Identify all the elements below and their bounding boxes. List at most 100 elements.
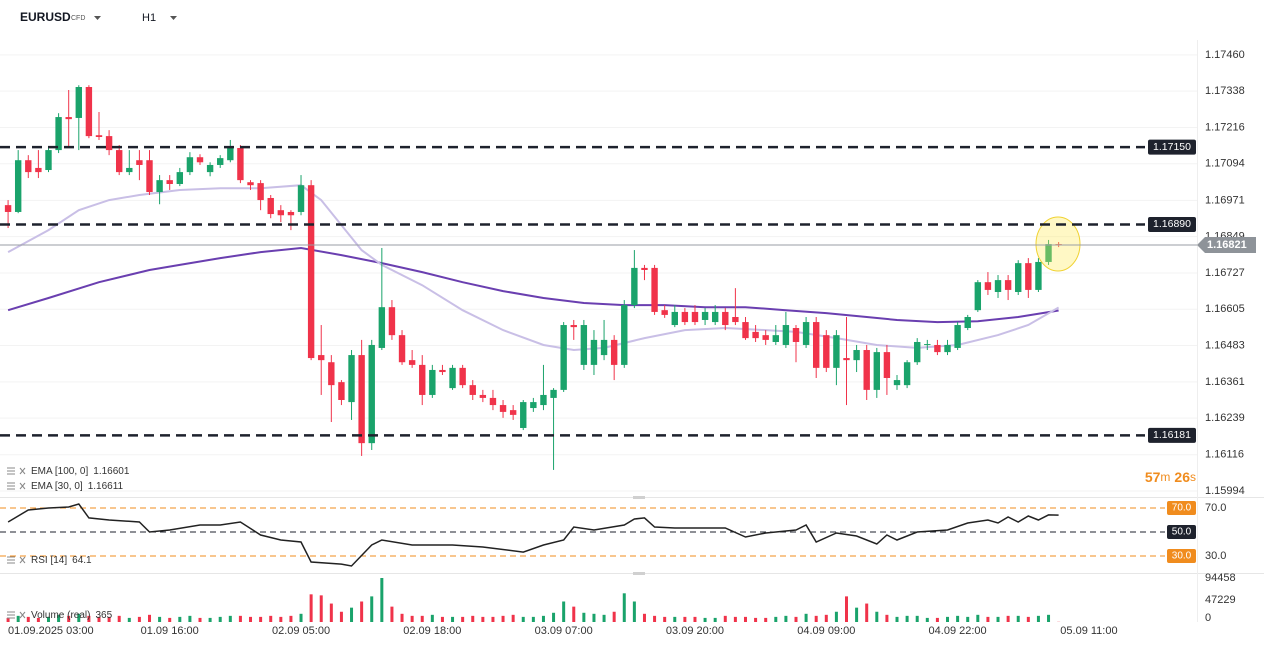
volume-bar	[784, 615, 788, 622]
volume-bar	[471, 615, 475, 622]
current-price-box	[1197, 236, 1256, 253]
volume-bar	[279, 616, 283, 622]
volume-bar	[188, 615, 192, 622]
symbol-type: CFD	[71, 15, 85, 22]
legend-icon	[7, 482, 15, 490]
volume-bar	[198, 617, 202, 622]
candle-body	[934, 344, 941, 353]
candle-body	[610, 339, 618, 365]
y-tick-label: 1.16605	[1205, 303, 1245, 315]
volume-bar	[703, 617, 707, 622]
volume-bar	[531, 616, 535, 622]
volume-bar	[501, 615, 505, 622]
volume-bar	[67, 615, 71, 622]
volume-bar	[956, 615, 960, 622]
candle-body	[903, 362, 911, 386]
candle-body	[176, 172, 184, 185]
candle-body	[419, 364, 426, 395]
candle-body	[1025, 263, 1032, 290]
level-label-box	[1148, 216, 1196, 232]
volume-bar	[572, 606, 576, 622]
candle-body	[1045, 244, 1052, 262]
volume-bar	[97, 616, 101, 622]
pane-handle[interactable]	[633, 572, 645, 575]
volume-bar	[713, 617, 717, 622]
volume-bar	[461, 616, 465, 622]
candle-body	[217, 158, 224, 165]
y-tick-label: 1.17460	[1205, 49, 1245, 61]
volume-bar	[622, 593, 626, 622]
countdown-part: s	[1190, 470, 1196, 484]
volume-bar	[1016, 615, 1020, 622]
candle-body	[530, 402, 537, 409]
volume-bar	[511, 614, 515, 622]
candle-body	[1035, 261, 1042, 290]
candle-body	[742, 322, 749, 339]
candle-body	[681, 311, 689, 323]
candle-body	[914, 341, 921, 363]
volume-bar	[946, 616, 950, 622]
volume-bar	[491, 616, 495, 622]
x-tick-label: 01.09.2025 03:00	[8, 625, 94, 637]
volume-bar	[895, 616, 899, 622]
volume-bar	[400, 613, 404, 622]
candle-body	[560, 325, 567, 390]
candle-body	[85, 87, 93, 137]
candle-body	[348, 355, 355, 403]
candle-body	[45, 150, 52, 171]
volume-bar	[521, 616, 525, 622]
rsi-level-box	[1167, 524, 1196, 539]
candle-body	[75, 87, 82, 118]
candle-body	[126, 167, 133, 173]
candle-body	[580, 325, 588, 365]
volume-bar	[87, 615, 91, 622]
highlight	[1035, 216, 1081, 272]
candle-body	[732, 316, 739, 323]
x-tick-label: 02.09 18:00	[403, 625, 461, 637]
candle-body	[1015, 263, 1022, 293]
candle-body	[318, 355, 325, 361]
candle-body	[752, 331, 759, 339]
volume-bar	[46, 616, 50, 622]
y-tick-label: 1.16361	[1205, 376, 1245, 388]
volume-bar	[420, 615, 424, 622]
volume-bar	[1047, 614, 1051, 622]
candle-body	[883, 352, 891, 378]
candle-body	[429, 369, 436, 395]
pane-handle[interactable]	[633, 496, 645, 499]
legend-close	[19, 611, 26, 619]
x-tick-label: 03.09 20:00	[666, 625, 724, 637]
candle-body	[257, 183, 264, 201]
y-tick-label: 1.17094	[1205, 158, 1245, 170]
dropdown-arrow[interactable]	[94, 16, 101, 20]
volume-bar	[612, 611, 616, 622]
interval[interactable]: H1	[142, 12, 156, 24]
volume-bar	[208, 617, 212, 622]
volume-bar	[350, 607, 354, 622]
volume-bar	[915, 615, 919, 622]
candle-body	[944, 344, 951, 353]
volume-bar	[592, 613, 596, 622]
volume-bar	[339, 611, 343, 622]
candle-body	[25, 160, 32, 173]
candle-body	[227, 148, 234, 161]
candle-body	[711, 311, 719, 323]
candle-body	[762, 335, 769, 340]
volume-bar	[925, 617, 929, 622]
dropdown-arrow[interactable]	[170, 16, 177, 20]
candle-body	[701, 311, 709, 320]
level-label: 1.17150	[1153, 141, 1191, 153]
rsi-line	[7, 503, 1059, 567]
candle-body	[792, 328, 800, 342]
volume-bar	[289, 615, 293, 622]
countdown: 57m 26s	[1145, 469, 1196, 485]
candle-body	[136, 160, 143, 165]
y-tick-label: 1.16116	[1205, 449, 1244, 461]
candle-body	[499, 405, 507, 412]
legend-close	[19, 467, 26, 475]
candle-body	[570, 325, 577, 328]
candle-body	[408, 360, 416, 365]
symbol[interactable]: EURUSD	[20, 10, 71, 24]
candle-body	[722, 311, 729, 326]
candle-body	[237, 148, 244, 181]
